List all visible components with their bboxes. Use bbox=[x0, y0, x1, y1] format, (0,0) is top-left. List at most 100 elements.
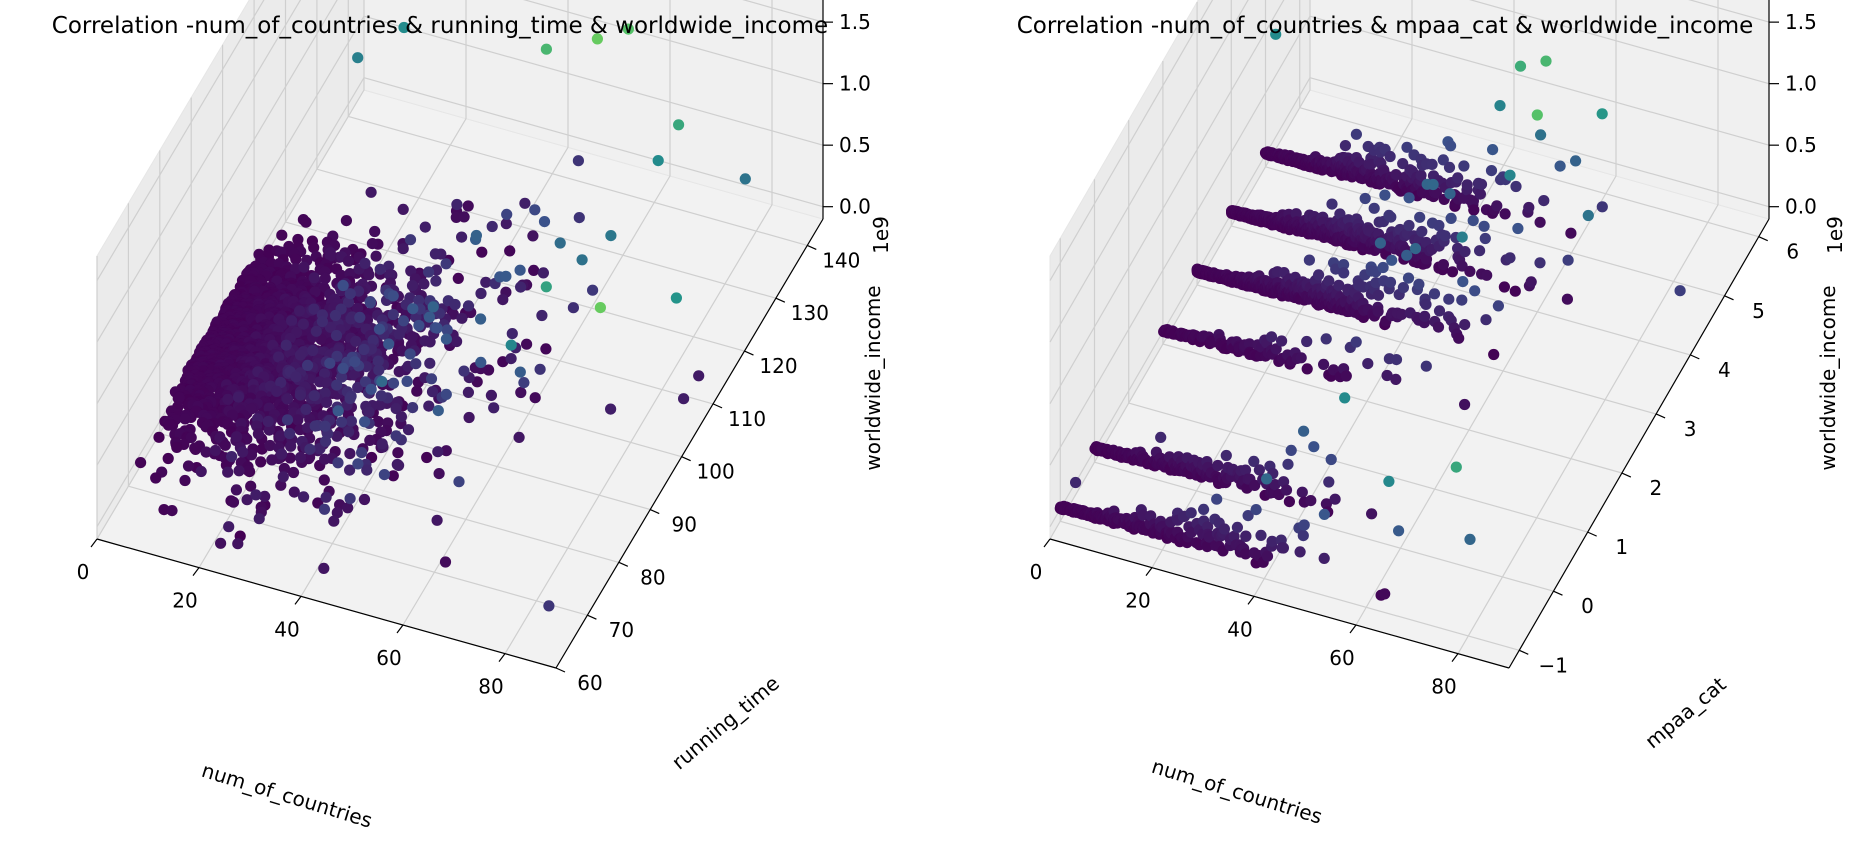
scatter-point bbox=[1277, 542, 1289, 554]
scatter-point bbox=[587, 284, 599, 296]
scatter-point bbox=[423, 311, 436, 323]
scatter-point bbox=[1212, 459, 1224, 472]
scatter-point bbox=[500, 270, 512, 282]
scatter-point bbox=[304, 443, 316, 455]
scatter-point bbox=[153, 431, 165, 443]
scatter-point bbox=[1285, 444, 1297, 456]
scatter-point bbox=[1374, 237, 1386, 249]
x-gridline bbox=[300, 0, 569, 597]
scatter-point bbox=[404, 348, 416, 360]
scatter-point bbox=[287, 466, 300, 479]
y-tick-mark bbox=[744, 350, 754, 356]
y-tick-mark bbox=[1553, 590, 1563, 596]
scatter-point bbox=[331, 379, 343, 391]
scatter-point bbox=[342, 255, 355, 267]
scatter-point bbox=[453, 476, 465, 488]
z-tick-label: 0.0 bbox=[839, 195, 871, 219]
scatter-point bbox=[528, 264, 540, 276]
scatter-point bbox=[318, 474, 330, 486]
y-gridline bbox=[1299, 0, 1759, 238]
x-tick-mark bbox=[192, 567, 200, 577]
scatter-point bbox=[1467, 195, 1479, 207]
scatter-point bbox=[245, 449, 258, 461]
scatter-point bbox=[1415, 169, 1427, 181]
scatter-point bbox=[277, 471, 289, 483]
scatter-point bbox=[540, 43, 553, 55]
scatter-point bbox=[367, 334, 379, 346]
y-tick-mark bbox=[649, 508, 660, 515]
scatter-point bbox=[501, 208, 513, 220]
scatter-point bbox=[352, 458, 364, 470]
scatter-point bbox=[324, 321, 336, 333]
x-tick-mark bbox=[1145, 567, 1153, 577]
scatter-point bbox=[345, 415, 357, 427]
scatter-point bbox=[1368, 202, 1380, 214]
scatter-point bbox=[1403, 219, 1415, 232]
y-tick-label: 70 bbox=[609, 618, 634, 642]
z-gridline bbox=[1049, 0, 1770, 405]
y-tick-label: −1 bbox=[1539, 653, 1568, 677]
scatter-point bbox=[310, 325, 322, 337]
scatter-point bbox=[195, 465, 207, 478]
y-tick-label: 110 bbox=[728, 407, 766, 431]
scatter-point bbox=[1282, 458, 1294, 470]
scatter-point bbox=[572, 155, 585, 167]
scatter-point bbox=[1456, 260, 1468, 272]
scatter-point bbox=[219, 439, 231, 451]
scatter-point bbox=[359, 257, 371, 269]
y-tick-mark bbox=[681, 456, 691, 462]
gridlines bbox=[1049, 0, 1770, 655]
scatter-point bbox=[1426, 158, 1438, 170]
scatter-point bbox=[480, 276, 492, 288]
scatter-point bbox=[376, 438, 388, 450]
scatter-point bbox=[413, 294, 425, 307]
axis-panes bbox=[1049, 0, 1770, 669]
scatter-point bbox=[605, 230, 617, 242]
scatter-point bbox=[290, 253, 302, 265]
scatter-point bbox=[543, 600, 555, 612]
z-tick-label: 1.5 bbox=[839, 10, 871, 34]
scatter-point bbox=[424, 357, 436, 369]
scatter-point bbox=[1439, 230, 1451, 242]
scatter-point bbox=[354, 311, 366, 323]
scatter-point bbox=[440, 258, 452, 270]
scatter-point bbox=[1323, 476, 1335, 488]
scatter-point bbox=[223, 521, 235, 533]
scatter-point bbox=[1450, 461, 1462, 473]
scatter-point bbox=[476, 246, 488, 258]
x-tick-label: 40 bbox=[1227, 617, 1252, 641]
scatter-point bbox=[1403, 192, 1415, 204]
y-gridline bbox=[127, 203, 588, 616]
scatter-point bbox=[280, 339, 292, 351]
scatter-point bbox=[424, 336, 436, 348]
scatter-point bbox=[1379, 588, 1391, 600]
scatter-point bbox=[1420, 298, 1432, 310]
scatter-point bbox=[294, 451, 307, 464]
scatter-point bbox=[1326, 198, 1338, 210]
scatter-point bbox=[1565, 227, 1577, 239]
scatter-point bbox=[222, 466, 234, 478]
scatter-point bbox=[135, 457, 147, 469]
scatter-point bbox=[352, 52, 364, 64]
scatter-point bbox=[1461, 179, 1473, 191]
z-offset-label: 1e9 bbox=[1823, 216, 1847, 254]
scatter-point bbox=[189, 443, 202, 455]
scatter-point bbox=[324, 357, 336, 369]
scatter-point bbox=[369, 225, 381, 238]
scatter-point bbox=[398, 21, 410, 34]
scatter-point bbox=[1458, 160, 1470, 172]
scatter-point bbox=[264, 439, 276, 452]
scatter-point bbox=[1474, 188, 1486, 200]
y-tick-mark bbox=[712, 403, 723, 409]
scatter-point bbox=[540, 343, 552, 355]
scatter-point bbox=[475, 356, 487, 368]
scatter-point bbox=[594, 302, 607, 314]
scatter-point bbox=[242, 465, 254, 477]
x-tick-label: 80 bbox=[478, 675, 503, 699]
scatter-point bbox=[233, 465, 245, 477]
scatter-point bbox=[505, 353, 517, 365]
scatter-point bbox=[605, 403, 617, 415]
z-gridline bbox=[96, 0, 824, 343]
scatter-point bbox=[421, 451, 433, 464]
